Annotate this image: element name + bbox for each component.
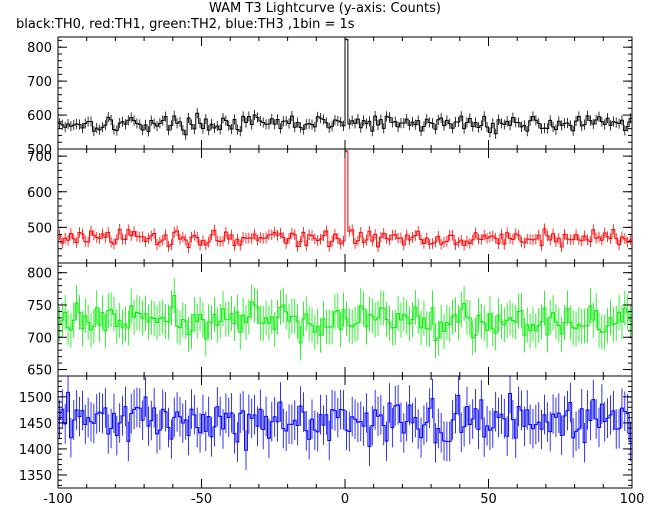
y-tick-label: 700 xyxy=(27,75,52,90)
y-tick-label: 500 xyxy=(27,221,52,236)
chart-subtitle: black:TH0, red:TH1, green:TH2, blue:TH3 … xyxy=(16,17,355,32)
x-tick-label: 100 xyxy=(620,492,645,505)
y-tick-label: 1500 xyxy=(19,391,52,406)
series-th2-errorbars xyxy=(59,278,631,361)
panel-th2: 650 700 750 800 xyxy=(27,262,633,379)
panel-th1: 500 600 700 xyxy=(27,148,633,264)
series-th1-line xyxy=(58,150,632,249)
y-tick-label: 800 xyxy=(27,41,52,56)
y-tick-label: 1350 xyxy=(19,469,52,484)
y-tick-label: 1400 xyxy=(19,443,52,458)
y-tick-label: 700 xyxy=(27,331,52,346)
series-th0-line xyxy=(58,38,632,136)
y-tick-label: 650 xyxy=(27,364,52,379)
y-tick-label: 600 xyxy=(27,186,52,201)
y-tick-label: 700 xyxy=(27,150,52,165)
y-tick-label: 800 xyxy=(27,267,52,282)
x-tick-label: 0 xyxy=(341,492,349,505)
series-th2-line xyxy=(58,295,632,344)
x-tick-label: 50 xyxy=(480,492,497,505)
x-tick-label: -50 xyxy=(191,492,212,505)
panel-th3: 1350 1400 1450 1500 xyxy=(19,375,633,489)
y-tick-label: 500 xyxy=(27,143,52,158)
panel-th0: 500 600 700 800 xyxy=(27,36,633,158)
y-tick-label: 1450 xyxy=(19,417,52,432)
y-tick-label: 750 xyxy=(27,299,52,314)
y-tick-label: 600 xyxy=(27,109,52,124)
chart-title: WAM T3 Lightcurve (y-axis: Counts) xyxy=(209,1,441,16)
x-tick-label: -100 xyxy=(43,492,73,505)
panel-frame xyxy=(57,375,633,489)
series-th3-line xyxy=(58,391,632,451)
